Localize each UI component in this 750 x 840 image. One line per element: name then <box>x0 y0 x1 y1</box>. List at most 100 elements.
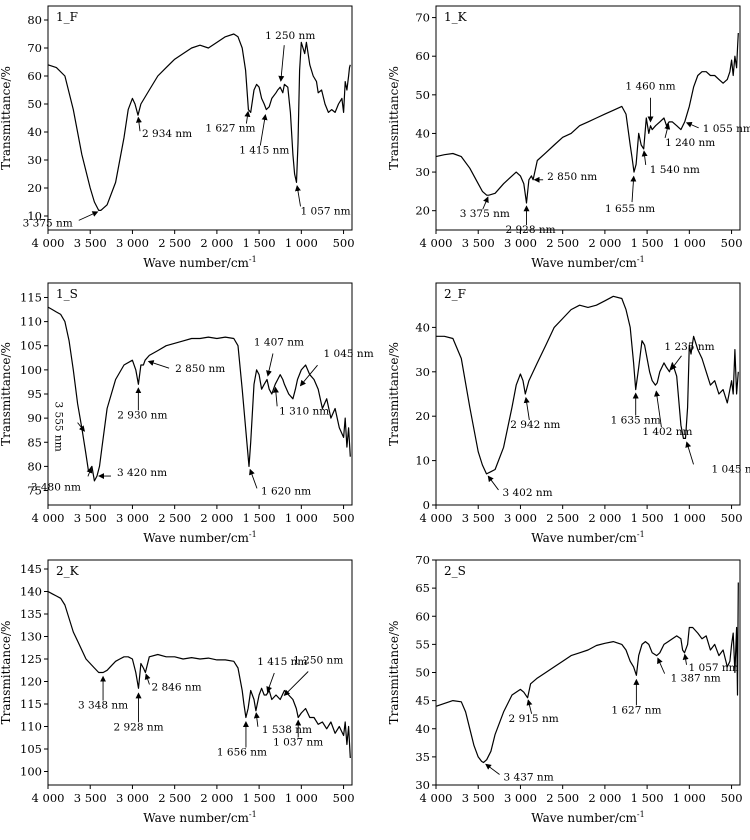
x-tick-label: 500 <box>721 791 743 805</box>
y-tick-label: 40 <box>415 722 430 736</box>
x-tick-label: 1 000 <box>285 791 318 805</box>
annotation-arrow <box>630 175 637 203</box>
x-tick-label: 2 000 <box>588 236 621 250</box>
annotation-arrow <box>670 355 682 371</box>
peak-annotation: 1 635 nm <box>611 415 661 427</box>
x-tick-label: 500 <box>333 511 355 525</box>
plot-frame <box>47 559 353 786</box>
y-tick-label: 40 <box>27 125 42 139</box>
y-tick-label: 65 <box>415 581 430 595</box>
y-tick-label: 30 <box>415 165 430 179</box>
peak-annotation: 1 387 nm <box>671 673 721 685</box>
annotation-arrow <box>266 353 274 377</box>
x-tick-label: 1 000 <box>673 511 706 525</box>
annotation-arrow <box>299 364 318 387</box>
annotation-arrow <box>278 45 285 82</box>
peak-annotation: 1 310 nm <box>279 405 329 417</box>
peak-annotation: 2 930 nm <box>117 409 167 421</box>
peak-annotation: 1 045 nm <box>712 463 750 475</box>
annotation-arrow <box>482 196 489 210</box>
peak-annotation: 1 460 nm <box>625 81 675 93</box>
x-tick-label: 2 000 <box>588 511 621 525</box>
y-tick-label: 50 <box>415 666 430 680</box>
x-tick-label: 2 000 <box>200 236 233 250</box>
y-tick-label: 105 <box>20 742 42 756</box>
x-tick-label: 1 500 <box>631 236 664 250</box>
y-tick-label: 30 <box>415 778 430 792</box>
x-tick-label: 2 000 <box>588 791 621 805</box>
panel-title: 2_K <box>56 564 80 578</box>
peak-annotation: 2 928 nm <box>505 224 555 236</box>
peak-annotation: 3 420 nm <box>117 467 167 479</box>
x-axis-title: Wave number/cm-1 <box>143 530 256 545</box>
y-axis-title: Transmittance/% <box>0 342 13 446</box>
panel-2_F: 4 000 3 500 3 000 2 500 2 000 1 500 1 000 500 0 1… <box>387 282 750 545</box>
spectrum-line <box>435 32 739 204</box>
x-tick-label: 4 000 <box>32 236 65 250</box>
peak-annotation: 1 240 nm <box>665 137 715 149</box>
peak-annotation: 3 402 nm <box>502 487 552 499</box>
spectrum-line <box>47 306 351 482</box>
y-tick-label: 45 <box>415 694 430 708</box>
y-axis-title: Transmittance/% <box>0 621 13 725</box>
peak-annotation: 1 402 nm <box>642 426 692 438</box>
peak-annotation: 1 415 nm <box>257 656 307 668</box>
x-tick-label: 4 000 <box>420 511 453 525</box>
y-axis-title: Transmittance/% <box>387 66 401 170</box>
panel-title: 1_S <box>56 287 78 301</box>
y-tick-label: 120 <box>20 675 42 689</box>
y-tick-label: 50 <box>27 97 42 111</box>
annotation-arrow <box>526 699 533 714</box>
x-tick-label: 3 000 <box>116 791 149 805</box>
peak-annotation: 3 375 nm <box>460 208 510 220</box>
peak-annotation: 1 057 nm <box>689 662 739 674</box>
panel-2_K: 4 000 3 500 3 000 2 500 2 000 1 500 1 000 500 10… <box>0 559 355 825</box>
peak-annotation: 3 437 nm <box>504 772 554 784</box>
x-tick-label: 500 <box>333 236 355 250</box>
peak-annotation: 2 850 nm <box>547 171 597 183</box>
y-tick-label: 140 <box>20 585 42 599</box>
y-tick-label: 10 <box>415 454 430 468</box>
annotation-arrow <box>682 653 689 665</box>
y-tick-label: 60 <box>415 49 430 63</box>
peak-annotation: 1 045 nm <box>324 348 374 360</box>
x-tick-label: 2 500 <box>158 511 191 525</box>
x-tick-label: 2 500 <box>546 791 579 805</box>
x-tick-label: 1 000 <box>673 236 706 250</box>
annotation-arrow <box>272 386 279 407</box>
annotation-arrow <box>294 185 301 207</box>
y-tick-label: 10 <box>27 209 42 223</box>
x-tick-label: 500 <box>333 791 355 805</box>
x-tick-label: 3 500 <box>74 511 107 525</box>
annotation-arrow <box>485 763 500 775</box>
peak-annotation: 1 415 nm <box>239 145 289 157</box>
peak-annotation: 1 655 nm <box>605 203 655 215</box>
annotation-arrow <box>147 360 170 369</box>
y-tick-label: 115 <box>20 290 42 304</box>
y-tick-label: 20 <box>27 181 42 195</box>
peak-annotation: 1 540 nm <box>650 164 700 176</box>
peak-annotation: 1 627 nm <box>611 704 661 716</box>
x-axis-title: Wave number/cm-1 <box>143 810 256 825</box>
annotation-arrow <box>487 475 499 491</box>
annotation-arrow <box>685 441 694 465</box>
annotation-arrow <box>266 672 275 693</box>
annotation-arrow <box>78 211 99 221</box>
panel-1_F: 4 000 3 500 3 000 2 500 2 000 1 500 1 000 500 10… <box>0 5 355 270</box>
plot-frame <box>435 5 741 231</box>
peak-annotation: 2 846 nm <box>151 682 201 694</box>
peak-annotation: 1 057 nm <box>301 205 351 217</box>
peak-annotation: 2 942 nm <box>510 419 560 431</box>
x-tick-label: 1 500 <box>243 791 276 805</box>
y-tick-label: 50 <box>415 88 430 102</box>
x-tick-label: 3 000 <box>116 511 149 525</box>
x-tick-label: 3 500 <box>74 236 107 250</box>
y-tick-label: 40 <box>415 126 430 140</box>
peak-annotation: 1 656 nm <box>217 747 267 759</box>
x-tick-label: 3 000 <box>116 236 149 250</box>
y-tick-label: 70 <box>27 41 42 55</box>
peak-annotation: 1 538 nm <box>262 724 312 736</box>
peak-annotation: 1 235 nm <box>664 341 714 353</box>
x-tick-label: 1 500 <box>243 236 276 250</box>
x-axis-title-exponent: -1 <box>637 255 645 264</box>
